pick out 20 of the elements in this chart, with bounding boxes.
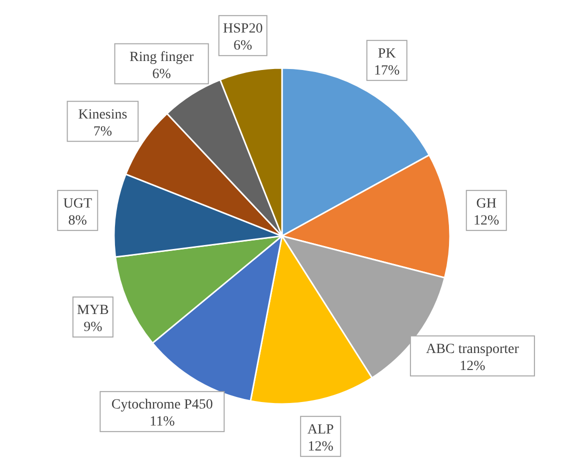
data-label: 12% <box>474 213 500 228</box>
slice-label: ALP <box>307 422 334 438</box>
data-label: 6% <box>234 38 253 54</box>
slice-label: UGT <box>63 196 92 212</box>
data-label: 8% <box>68 213 88 228</box>
slice-label: MYB <box>76 303 109 318</box>
data-label: 17% <box>374 63 400 78</box>
data-label: 9% <box>84 320 103 336</box>
data-label: 12% <box>460 358 486 374</box>
data-label: 7% <box>93 124 112 140</box>
slice-label: HSP20 <box>223 22 263 37</box>
data-label: 12% <box>308 439 334 454</box>
slice-label: Ring finger <box>129 50 194 65</box>
slice-label: ABC transporter <box>426 342 520 357</box>
slice-label: GH <box>476 196 496 212</box>
slice-label: Kinesins <box>78 107 128 122</box>
slice-label: Cytochrome P450 <box>111 398 213 413</box>
data-label: 11% <box>150 414 176 430</box>
data-label: 6% <box>152 66 172 82</box>
slice-label: PK <box>378 46 396 62</box>
